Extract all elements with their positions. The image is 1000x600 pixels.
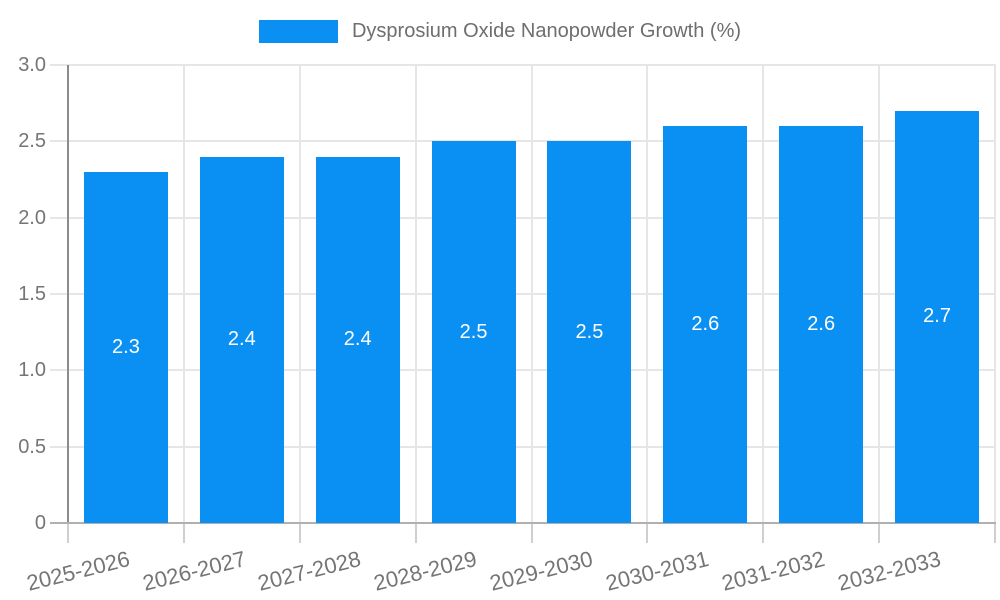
x-axis-tick [878,523,881,543]
legend[interactable]: Dysprosium Oxide Nanopowder Growth (%) [0,20,1000,43]
y-tick-label: 3.0 [18,54,46,76]
v-gridline [530,65,533,523]
y-tick-label: 2.5 [18,130,46,153]
bar[interactable]: 2.7 [895,110,980,523]
y-tick-label: 1.5 [18,283,46,305]
bar[interactable]: 2.4 [199,156,284,523]
v-gridline [878,65,881,523]
bar-value-label: 2.6 [691,313,720,336]
x-tick-label: 2032-2033 [834,546,944,596]
bar-value-label: 2.7 [923,305,951,328]
x-axis-tick [646,523,649,543]
y-axis-line [67,65,69,523]
legend-swatch[interactable] [258,20,338,43]
h-gridline [50,64,996,66]
x-tick-label: 2031-2032 [719,546,828,596]
h-gridline [50,293,996,295]
bar-value-label: 2.5 [459,320,488,343]
x-tick-label: 2025-2026 [23,546,132,596]
v-gridline [646,65,649,523]
x-axis-tick [762,523,765,543]
v-gridline [762,65,765,523]
y-tick-label: 2.0 [18,206,46,229]
x-tick-label: 2030-2031 [603,546,712,596]
bar[interactable]: 2.6 [779,126,864,523]
x-tick-label: 2027-2028 [255,546,364,596]
x-axis-tick [182,523,185,543]
bar[interactable]: 2.6 [663,126,748,523]
x-axis-line [50,522,996,524]
v-gridline [182,65,185,523]
h-gridline [50,445,996,448]
bar-value-label: 2.4 [343,328,372,351]
x-axis-tick [298,523,301,543]
x-axis-tick [414,523,417,543]
legend-label: Dysprosium Oxide Nanopowder Growth (%) [351,20,742,42]
x-axis-tick [530,523,533,543]
bar-value-label: 2.3 [112,335,140,358]
bar[interactable]: 2.3 [83,171,168,523]
x-tick-label: 2029-2030 [487,546,596,596]
bar[interactable]: 2.5 [547,141,632,523]
v-gridline [994,65,996,523]
bar-value-label: 2.6 [807,313,836,336]
v-gridline [298,65,301,523]
h-gridline [50,140,996,143]
bar[interactable]: 2.5 [431,141,516,523]
v-gridline [414,65,417,523]
x-tick-label: 2028-2029 [371,546,480,596]
bar-value-label: 2.5 [575,320,604,343]
y-tick-label: 0.5 [18,435,46,458]
x-axis-tick [67,523,69,543]
x-axis-tick [994,523,996,543]
bar[interactable]: 2.4 [315,156,400,523]
x-tick-label: 2026-2027 [139,546,248,596]
y-tick-label: 0 [34,512,46,534]
h-gridline [50,369,996,372]
bar-value-label: 2.4 [227,328,256,351]
h-gridline [50,216,996,219]
y-tick-label: 1.0 [18,359,46,382]
